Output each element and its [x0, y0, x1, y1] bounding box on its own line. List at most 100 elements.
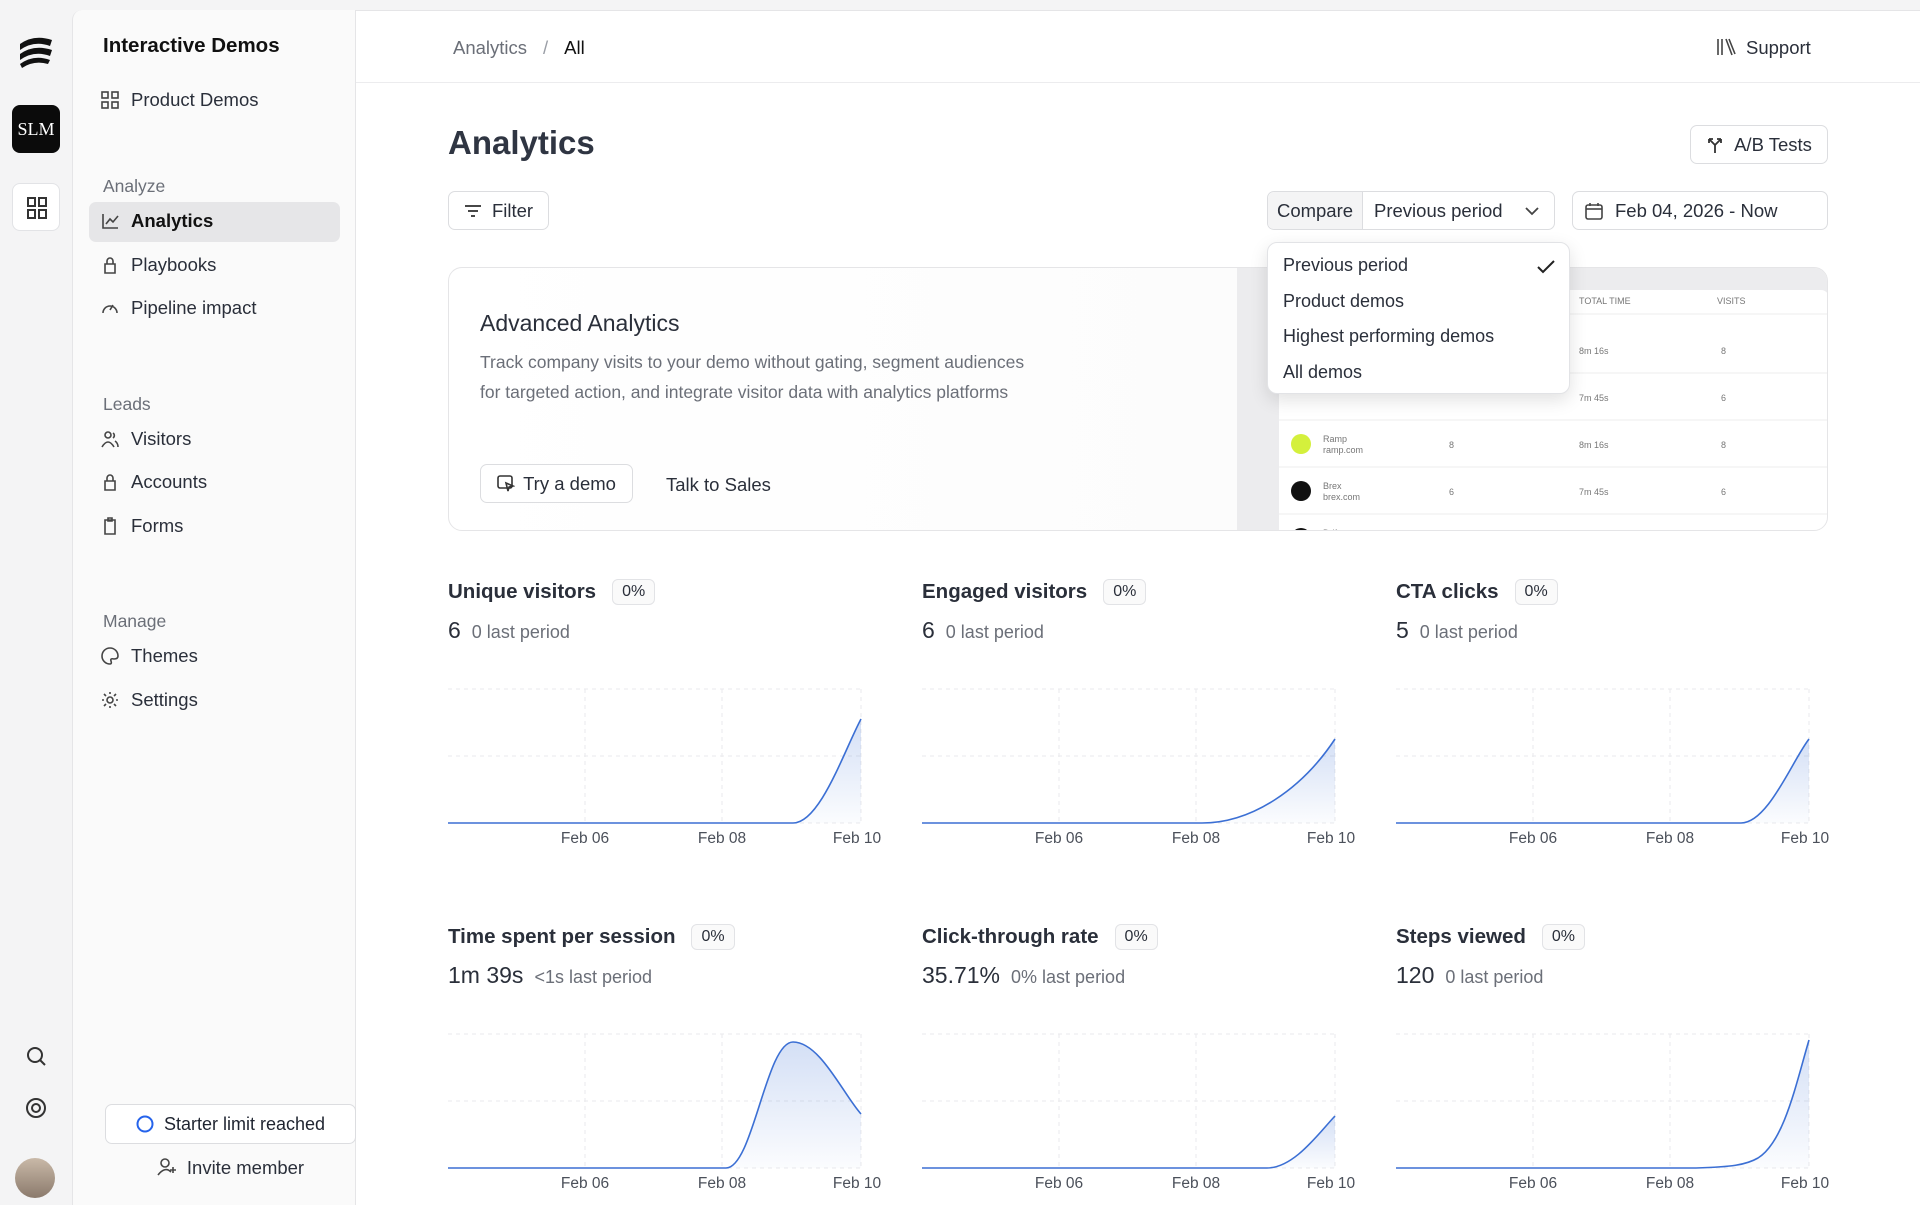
x-tick-label: Feb 08: [1646, 1175, 1694, 1192]
breadcrumb: Analytics / All: [453, 37, 585, 59]
circle-icon: [136, 1115, 154, 1133]
metric-value-row: 6 0 last period: [922, 617, 1044, 644]
dropdown-option[interactable]: Previous period: [1283, 255, 1409, 275]
metric-change: 0%: [691, 924, 735, 950]
chart-area: [1396, 1040, 1809, 1168]
nav-item[interactable]: Pipeline impact: [101, 297, 256, 319]
promo-text: Track company visits to your demo withou…: [480, 352, 1025, 372]
nav-item[interactable]: Product Demos: [101, 89, 259, 111]
filter-button[interactable]: Filter: [448, 191, 549, 230]
try-demo-text: Try a demo: [523, 472, 616, 494]
user-plus-icon: [157, 1158, 176, 1176]
breadcrumb-separator: /: [543, 37, 549, 58]
invite-member[interactable]: Invite member: [105, 1157, 356, 1179]
icon-rail: SLM: [0, 10, 72, 1205]
help-icon[interactable]: [24, 1096, 48, 1120]
dropdown-option[interactable]: Product demos: [1283, 290, 1405, 311]
x-tick-label: Feb 06: [1509, 1175, 1557, 1192]
icon-path: [104, 474, 116, 491]
chart-line: [448, 718, 862, 824]
check-icon: [1537, 260, 1555, 274]
metric-previous: 0 last period: [471, 622, 570, 642]
metric-value-row: 1m 39s <1s last period: [448, 962, 652, 989]
metric-previous: <1s last period: [534, 967, 653, 987]
x-tick-label: Feb 06: [1509, 830, 1557, 847]
x-tick-label: Feb 08: [1172, 830, 1220, 847]
nav-item[interactable]: Visitors: [101, 428, 191, 450]
x-tick-label: Feb 08: [698, 830, 746, 847]
chart-area: [922, 1116, 1335, 1168]
row-count: 6: [1449, 487, 1454, 497]
nav-label: Product Demos: [131, 89, 259, 110]
nav-item[interactable]: Settings: [101, 689, 198, 711]
chart-line: [1396, 1039, 1810, 1169]
company-logo: [1291, 481, 1311, 501]
grid-icon: [101, 91, 119, 109]
icon-path: [102, 691, 118, 708]
icon-path: [102, 304, 118, 314]
dropdown-option[interactable]: Highest performing demos: [1283, 326, 1495, 346]
filter-icon: [464, 204, 481, 217]
x-tick-label: Feb 10: [833, 830, 882, 847]
icon-path: [102, 214, 119, 229]
sidebar: Interactive Demos Product Demos Starter …: [72, 10, 356, 1205]
section-title: Analyze: [103, 176, 166, 196]
company-name: Drift: [1323, 528, 1340, 531]
date-picker[interactable]: Feb 04, 2026 - Now: [1572, 191, 1828, 230]
icon-path: [104, 256, 116, 274]
metric-value: 120: [1396, 962, 1435, 988]
support-link[interactable]: Support: [1716, 37, 1811, 59]
chart-area: [448, 1042, 861, 1168]
cursor-icon: [497, 474, 516, 491]
chart-area: [1396, 739, 1809, 823]
nav-item[interactable]: Forms: [101, 515, 183, 537]
page-title: Analytics: [448, 124, 595, 161]
compare-value: Previous period: [1374, 199, 1503, 221]
nav-item[interactable]: Themes: [101, 645, 198, 667]
x-tick-label: Feb 06: [1035, 1175, 1083, 1192]
nav-item[interactable]: Playbooks: [101, 254, 216, 276]
x-tick-label: Feb 06: [1035, 830, 1083, 847]
x-tick-label: Feb 10: [1781, 830, 1830, 847]
chart-line: [1396, 738, 1810, 824]
row-time: 8m 16s: [1579, 346, 1609, 356]
x-tick-label: Feb 06: [561, 830, 609, 847]
row-time: 7m 45s: [1579, 393, 1609, 403]
nav-item[interactable]: Accounts: [101, 471, 207, 493]
row-visits: 6: [1721, 487, 1726, 497]
company-domain: brex.com: [1323, 492, 1360, 502]
invite-text: Invite member: [186, 1157, 305, 1178]
try-demo-button[interactable]: Try a demo: [480, 464, 633, 503]
apps-button[interactable]: [12, 183, 60, 231]
metric-value: 1m 39s: [448, 962, 524, 988]
nav-label: Pipeline impact: [131, 297, 257, 318]
x-tick-label: Feb 10: [1781, 1175, 1830, 1192]
x-tick-label: Feb 08: [1172, 1175, 1220, 1192]
metric-value: 6: [922, 617, 935, 643]
user-avatar[interactable]: [15, 1158, 55, 1198]
x-tick-label: Feb 06: [561, 1175, 609, 1192]
nav-icon: [102, 214, 119, 229]
x-tick-label: Feb 10: [1307, 1175, 1356, 1192]
brand-logo: [20, 37, 52, 68]
nav-item[interactable]: Analytics: [101, 210, 213, 232]
nav-label: Forms: [131, 514, 184, 536]
ab-tests-button[interactable]: A/B Tests: [1690, 125, 1828, 164]
workspace-logo[interactable]: SLM: [12, 105, 60, 153]
row-time: 7m 45s: [1579, 487, 1609, 497]
talk-sales-link[interactable]: Talk to Sales: [666, 474, 771, 495]
section-title: Manage: [103, 611, 167, 631]
metric-header: Engaged visitors 0%: [922, 579, 1147, 605]
dropdown-option[interactable]: All demos: [1283, 361, 1363, 382]
x-tick-label: Feb 10: [833, 1175, 882, 1192]
breadcrumb-link[interactable]: Analytics: [453, 37, 528, 58]
compare-select[interactable]: Compare Previous period: [1267, 191, 1555, 230]
starter-limit[interactable]: Starter limit reached: [105, 1104, 356, 1144]
nav-icon: [104, 516, 116, 535]
nav-label: Settings: [131, 688, 198, 710]
row-visits: 6: [1721, 393, 1726, 403]
table-header: TOTAL TIME: [1579, 296, 1631, 306]
search-icon[interactable]: [24, 1044, 48, 1068]
section-title: Leads: [103, 393, 151, 414]
